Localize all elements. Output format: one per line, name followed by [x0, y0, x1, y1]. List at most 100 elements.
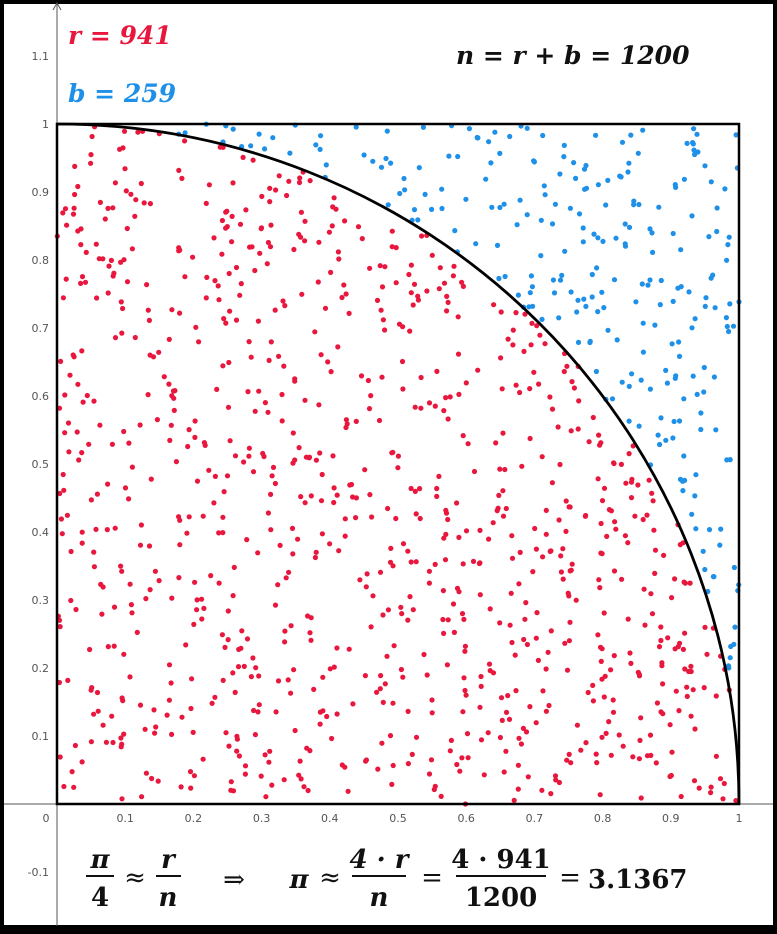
blue-point — [550, 277, 557, 283]
red-point — [105, 644, 111, 650]
red-point — [292, 376, 298, 382]
red-point — [399, 611, 405, 617]
red-point — [326, 229, 332, 235]
red-point — [647, 732, 654, 738]
red-point — [316, 402, 322, 408]
red-point — [398, 604, 404, 610]
blue-point — [317, 146, 323, 152]
red-point — [102, 216, 108, 222]
red-point — [224, 473, 231, 479]
red-point — [461, 675, 467, 681]
red-point — [70, 211, 77, 217]
red-point — [459, 279, 465, 285]
red-point — [379, 284, 386, 290]
red-point — [199, 616, 205, 622]
blue-point — [262, 146, 268, 152]
red-point — [429, 697, 435, 703]
red-point — [432, 403, 438, 409]
red-point — [362, 467, 368, 473]
blue-point — [669, 341, 675, 347]
red-point — [281, 363, 287, 369]
red-point — [374, 297, 381, 303]
red-point — [443, 507, 449, 513]
red-point — [626, 451, 632, 457]
blue-point — [439, 186, 445, 192]
red-point — [109, 441, 115, 447]
red-point — [262, 752, 268, 758]
red-point — [276, 353, 282, 359]
red-point — [302, 397, 308, 403]
red-point — [191, 621, 197, 628]
red-point — [86, 441, 92, 447]
red-point — [478, 673, 484, 680]
red-point — [517, 389, 523, 396]
red-point — [161, 374, 167, 380]
red-point — [211, 235, 217, 241]
red-point — [119, 330, 125, 336]
red-point — [57, 490, 63, 497]
blue-point — [589, 271, 595, 278]
y-tick-label: 0.9 — [32, 186, 50, 199]
red-point — [611, 460, 617, 466]
n-denominator: n — [159, 883, 178, 913]
red-point — [583, 740, 589, 746]
pi-estimate-value: 3.1367 — [588, 865, 688, 895]
red-point — [384, 653, 390, 659]
red-point — [444, 293, 450, 299]
red-point — [440, 616, 446, 623]
red-point — [598, 658, 604, 665]
x-tick-label: 0 — [43, 812, 50, 825]
red-point — [217, 144, 223, 150]
red-point — [523, 729, 530, 735]
red-point — [211, 500, 217, 506]
red-point — [137, 702, 144, 708]
red-point — [573, 597, 579, 603]
blue-point — [626, 224, 633, 230]
red-point — [268, 339, 274, 345]
red-point — [523, 600, 529, 606]
red-point — [118, 735, 124, 741]
red-point — [434, 368, 440, 374]
red-point — [513, 382, 519, 388]
red-point — [176, 167, 182, 173]
blue-point — [502, 273, 508, 280]
blue-point — [629, 371, 635, 377]
red-point — [343, 291, 349, 297]
red-point — [248, 354, 254, 360]
red-point — [190, 729, 196, 736]
red-point — [690, 687, 696, 693]
red-point — [616, 732, 622, 738]
red-point — [138, 522, 144, 528]
red-point — [267, 244, 274, 250]
red-point — [79, 540, 85, 546]
blue-point — [514, 222, 520, 228]
red-point — [260, 450, 266, 457]
red-point — [331, 485, 337, 491]
red-point — [342, 516, 348, 522]
red-point — [100, 722, 106, 728]
red-point — [302, 218, 308, 224]
red-point — [188, 705, 194, 712]
red-point — [500, 513, 507, 519]
red-point — [646, 477, 652, 483]
red-point — [353, 515, 359, 521]
red-point — [411, 281, 418, 287]
red-point — [653, 760, 659, 766]
blue-point — [633, 299, 639, 305]
red-point — [145, 307, 151, 313]
red-point — [608, 752, 614, 758]
blue-point — [385, 202, 391, 208]
red-point — [227, 308, 233, 314]
red-point — [513, 688, 519, 694]
red-point — [445, 299, 451, 305]
red-point — [191, 773, 197, 779]
blue-point — [614, 337, 620, 343]
red-point — [88, 152, 94, 158]
red-point — [450, 601, 457, 607]
red-point — [642, 622, 648, 628]
blue-point — [619, 139, 626, 145]
x-tick-label: 0.9 — [662, 812, 680, 825]
x-tick-label: 0.2 — [185, 812, 203, 825]
red-point — [272, 480, 278, 487]
blue-point — [626, 418, 632, 424]
